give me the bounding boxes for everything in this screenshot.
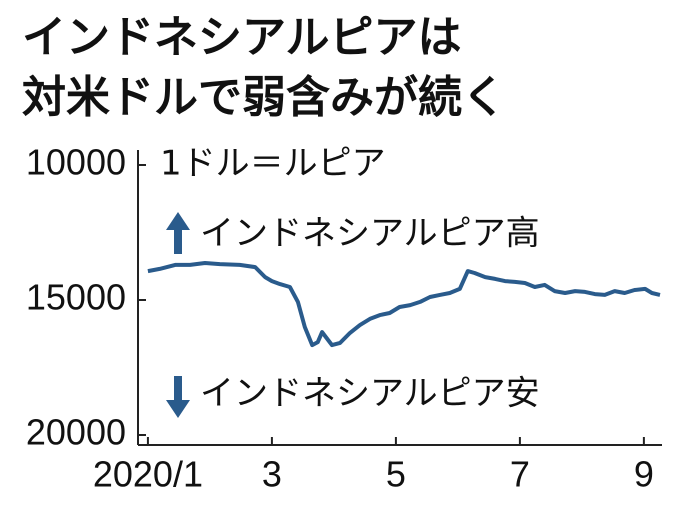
chart-subtitle: 対米ドルで弱含みが続く bbox=[22, 72, 506, 123]
x-tick-label: 9 bbox=[634, 454, 654, 495]
x-tick-label: 2020/1 bbox=[93, 454, 203, 495]
y-tick-label: 20000 bbox=[26, 412, 126, 453]
series-line bbox=[147, 261, 661, 348]
x-tick-label: 5 bbox=[386, 454, 406, 495]
annotation-down: インドネシアルピア安 bbox=[200, 374, 540, 414]
chart-title: インドネシアルピアは bbox=[22, 12, 462, 63]
unit-label: 1ドル＝ルピア bbox=[160, 144, 386, 184]
down-arrow bbox=[166, 376, 190, 418]
annotation-up: インドネシアルピア高 bbox=[200, 214, 540, 254]
y-tick-label: 10000 bbox=[26, 142, 126, 183]
x-tick-label: 3 bbox=[262, 454, 282, 495]
y-tick-label: 15000 bbox=[26, 277, 126, 318]
x-tick-label: 7 bbox=[510, 454, 530, 495]
up-arrow bbox=[166, 212, 190, 254]
